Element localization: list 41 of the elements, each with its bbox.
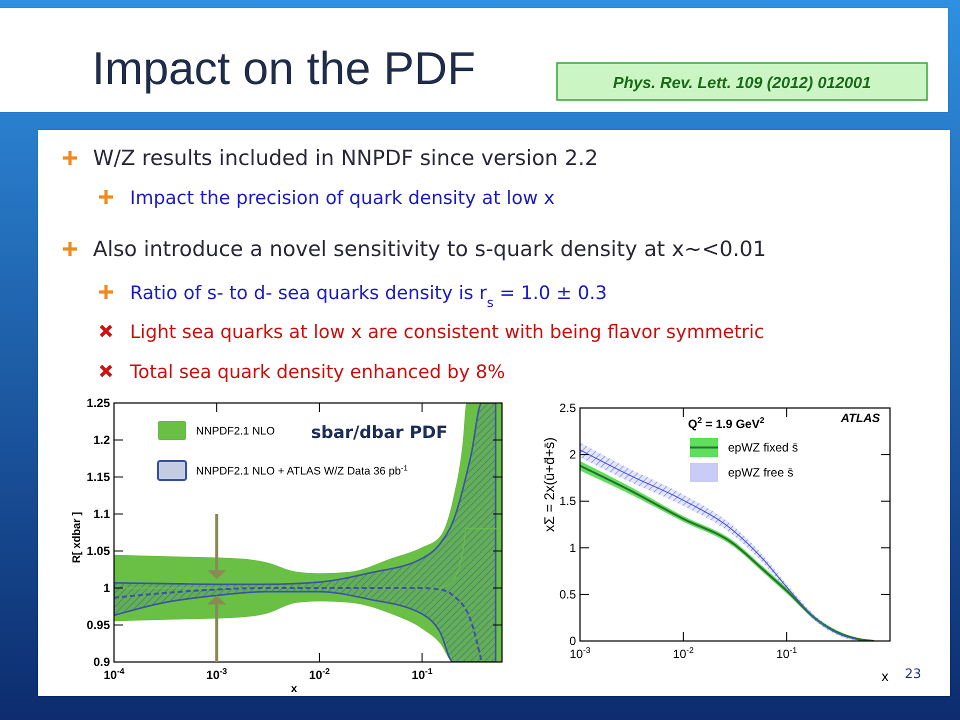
x-tick-label: 10$^{-3}$ [570, 645, 591, 661]
y-tick-label: 1.15 [86, 470, 110, 484]
y-tick-label: 1 [103, 581, 110, 595]
legend-label: NNPDF2.1 NLO [196, 426, 276, 438]
x-tick-label: 10$^{-1}$ [412, 666, 433, 682]
text: sbar/dbar PDF [311, 423, 448, 443]
text: Phys. Rev. Lett. 109 (2012) 012001 [613, 75, 872, 92]
y-tick-label: 1 [569, 540, 576, 555]
legend-label: NNPDF2.1 NLO + ATLAS W/Z Data 36 pb$^{-1}$ [196, 463, 408, 478]
y-tick-label: 1.1 [93, 507, 110, 521]
y-tick-label: 0 [569, 634, 576, 648]
y-tick-label: 0.5 [559, 587, 576, 602]
text: W/Z results included in NNPDF since version 2.2 [93, 146, 598, 170]
text: Also introduce a novel sensitivity to s-quark density at x~<0.01 [93, 237, 766, 261]
x-tick-label: 10$^{-3}$ [206, 666, 228, 682]
text: Impact on the PDF [92, 42, 476, 94]
text: Light sea quarks at low x are consistent with being flavor symmetric [130, 322, 764, 343]
x-tick-label: 10$^{-2}$ [308, 666, 330, 682]
annotation: Q$^{2}$ = 1.9 GeV$^{2}$ [688, 415, 765, 431]
legend-label: epWZ free s̄ [728, 466, 794, 480]
y-tick-label: 1.5 [559, 494, 576, 508]
x-tick-label: 10$^{-4}$ [104, 666, 125, 682]
y-tick-label: 0.95 [86, 618, 110, 632]
annotation: ATLAS [840, 411, 880, 425]
legend-label: epWZ fixed s̄ [728, 440, 798, 454]
y-tick-label: 1.2 [93, 433, 110, 447]
y-tick-label: 0.9 [93, 655, 110, 669]
x-axis-title: x [290, 683, 298, 695]
x-tick-label: 10$^{-1}$ [776, 645, 798, 661]
text: Ratio of s- to d- sea quarks density is r$_{s}$ = 1.0 ± 0.3 [130, 283, 608, 310]
text: 23 [904, 667, 922, 682]
y-tick-label: 2.5 [559, 401, 576, 415]
text: Impact the precision of quark density at low x [130, 188, 555, 209]
y-tick-label: 1.05 [86, 544, 110, 558]
y-tick-label: 2 [569, 448, 576, 462]
x-tick-label: 10$^{-2}$ [672, 645, 694, 661]
y-axis-title: xΣ = 2x(ū+d̄+s̄) [541, 437, 557, 532]
x-axis-title: x [882, 668, 888, 684]
y-axis-title: R[ xdbar ] [71, 512, 83, 564]
text: Total sea quark density enhanced by 8% [129, 362, 506, 383]
y-tick-label: 1.25 [86, 396, 110, 410]
